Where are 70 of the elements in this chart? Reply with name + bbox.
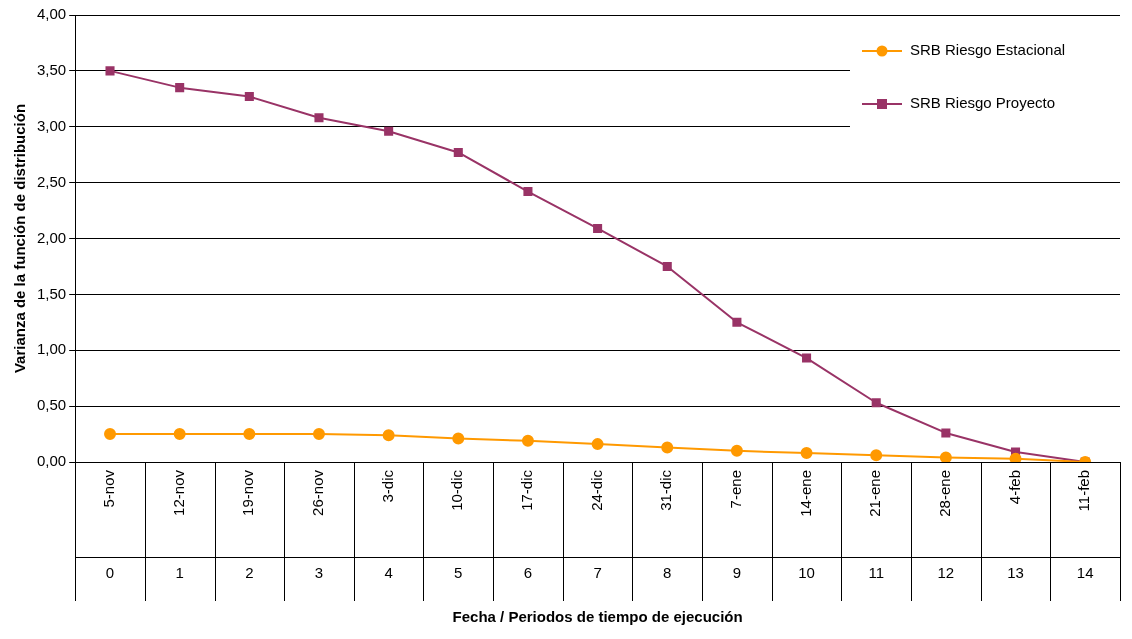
point — [802, 353, 812, 363]
point — [175, 83, 185, 93]
x2-tick-label: 7 — [593, 564, 602, 582]
y-tick-label: 1,00 — [36, 340, 67, 358]
point — [243, 428, 256, 441]
point — [941, 428, 951, 438]
point — [661, 441, 674, 454]
x-tick-label: 4-feb — [1005, 470, 1023, 505]
x-tick-label: 11-feb — [1075, 470, 1093, 512]
x-axis-title: Fecha / Periodos de tiempo de ejecución — [452, 608, 743, 626]
x-tick-label: 5-nov — [100, 469, 118, 508]
point — [173, 428, 186, 441]
y-tick-label: 1,50 — [36, 284, 67, 302]
legend-label: SRB Riesgo Proyecto — [910, 94, 1056, 112]
y-tick-label: 0,00 — [36, 452, 67, 470]
point — [939, 451, 952, 462]
point — [732, 317, 742, 327]
point — [591, 438, 604, 451]
y-tick-label: 3,50 — [36, 61, 67, 79]
x-tick-label: 7-ene — [727, 470, 745, 509]
x-tick-label: 19-nov — [239, 469, 257, 516]
point — [1009, 452, 1022, 462]
x-tick-label: 31-dic — [657, 469, 675, 511]
x2-tick-label: 2 — [245, 564, 254, 582]
point — [105, 66, 115, 76]
y-axis-title: Varianza de la función de distribución — [11, 103, 29, 374]
point — [730, 444, 743, 457]
x2-tick-label: 9 — [732, 564, 742, 582]
point — [244, 92, 254, 102]
y-tick-label: 2,00 — [36, 228, 67, 246]
x2-tick-label: 12 — [937, 564, 955, 582]
point — [453, 147, 463, 157]
x2-tick-label: 4 — [384, 564, 393, 582]
y-tick-label: 4,00 — [36, 5, 67, 23]
point — [314, 113, 324, 123]
x-tick-label: 12-nov — [169, 469, 187, 516]
x-tick-label: 17-dic — [518, 469, 536, 511]
x2-tick-label: 1 — [175, 564, 184, 582]
point — [382, 429, 395, 442]
point — [521, 434, 534, 447]
point — [871, 398, 881, 408]
point — [800, 447, 813, 460]
x2-tick-label: 10 — [798, 564, 815, 582]
x-tick-label: 21-ene — [866, 470, 884, 517]
point — [523, 187, 533, 197]
point — [312, 428, 325, 441]
x2-tick-label: 5 — [454, 564, 463, 582]
legend-label: SRB Riesgo Estacional — [910, 41, 1066, 59]
x2-tick-label: 6 — [523, 564, 533, 582]
x-tick-label: 26-nov — [309, 469, 327, 516]
x-tick-label: 14-ene — [796, 470, 814, 517]
x-tick-label: 28-ene — [936, 470, 954, 517]
x2-tick-label: 8 — [663, 564, 672, 582]
x2-tick-label: 0 — [105, 564, 115, 582]
y-tick-label: 2,50 — [36, 172, 67, 190]
point — [384, 126, 394, 136]
point — [452, 432, 465, 445]
x2-tick-label: 14 — [1076, 564, 1094, 582]
point — [870, 449, 883, 462]
point — [593, 223, 603, 233]
x-tick-label: 10-dic — [448, 469, 466, 511]
y-tick-label: 0,50 — [36, 396, 67, 414]
y-tick-label: 3,00 — [36, 116, 67, 134]
point — [104, 428, 117, 441]
x2-tick-label: 11 — [868, 564, 884, 582]
x2-tick-label: 3 — [314, 564, 324, 582]
point — [662, 261, 672, 271]
x-tick-label: 3-dic — [378, 469, 396, 503]
x2-tick-label: 13 — [1007, 564, 1024, 582]
x-tick-label: 24-dic — [587, 469, 605, 511]
